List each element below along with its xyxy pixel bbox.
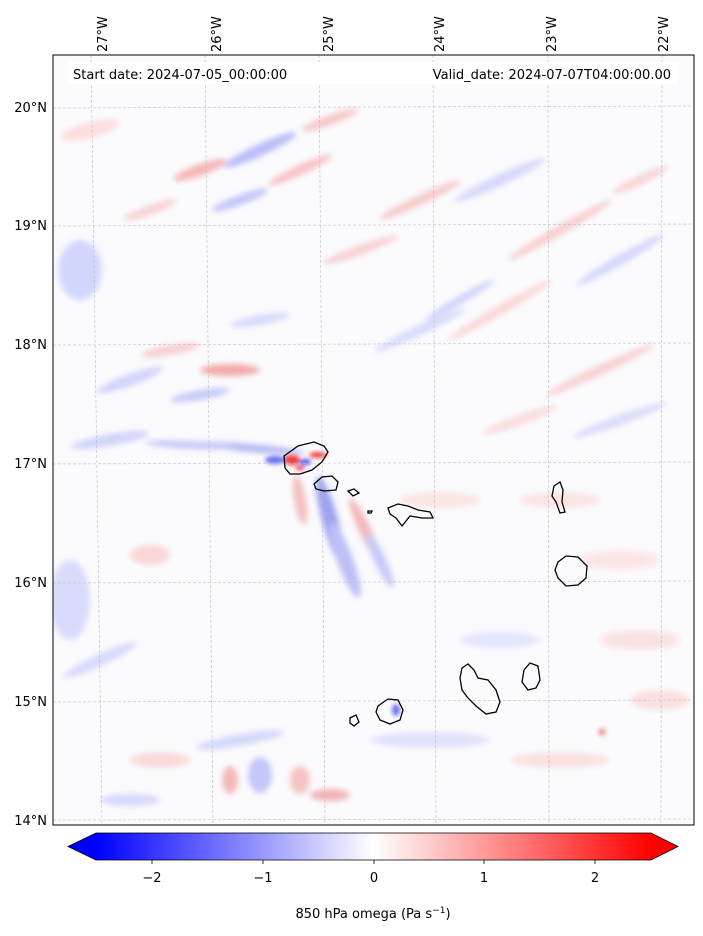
lat-tick-label: 20°N bbox=[14, 101, 47, 116]
lon-tick-label: 27°W bbox=[96, 16, 111, 52]
gridline-25w bbox=[318, 55, 326, 825]
strong-omega-features bbox=[265, 452, 606, 736]
lon-tick-label: 23°W bbox=[545, 16, 560, 52]
lon-tick-label: 26°W bbox=[210, 16, 225, 52]
gridline-16n bbox=[53, 580, 694, 584]
gridline-22w bbox=[660, 55, 663, 825]
colorbar-label: 850 hPa omega (Pa s−1) bbox=[295, 906, 450, 922]
colorbar-tick-label: −1 bbox=[253, 871, 272, 886]
valid-date-label: Valid_date: 2024-07-07T04:00:00.00 bbox=[433, 68, 671, 83]
header-box bbox=[68, 62, 678, 84]
island-sao-vicente bbox=[313, 475, 339, 492]
island-santa-luzia bbox=[346, 488, 361, 497]
coastlines bbox=[283, 441, 588, 727]
lon-tick-label: 22°W bbox=[657, 16, 672, 52]
lat-tick-labels: 20°N 19°N 18°N 17°N 16°N 15°N 14°N bbox=[14, 101, 47, 829]
omega-field bbox=[53, 108, 690, 806]
island-sao-nicolau bbox=[387, 503, 435, 528]
island-santo-antao bbox=[283, 441, 329, 475]
gridlines bbox=[53, 55, 694, 825]
island-raso bbox=[367, 510, 374, 514]
lon-tick-label: 25°W bbox=[322, 16, 337, 52]
lat-tick-label: 14°N bbox=[14, 814, 47, 829]
island-boa-vista bbox=[554, 555, 588, 587]
gridline-23w bbox=[547, 55, 550, 825]
colorbar-tick-label: 0 bbox=[370, 871, 378, 886]
start-date-label: Start date: 2024-07-05_00:00:00 bbox=[73, 68, 287, 83]
colorbar-gradient bbox=[96, 833, 651, 860]
gridline-15n bbox=[53, 699, 694, 703]
colorbar-tick-label: −2 bbox=[142, 871, 161, 886]
colorbar: −2 −1 0 1 2 850 hPa omega (Pa s−1) bbox=[67, 832, 679, 922]
colorbar-outline bbox=[67, 832, 679, 861]
island-maio bbox=[521, 662, 541, 691]
lon-tick-label: 24°W bbox=[433, 16, 448, 52]
colorbar-max-extend bbox=[651, 833, 678, 860]
colorbar-min-extend bbox=[68, 833, 96, 860]
lat-tick-label: 18°N bbox=[14, 338, 47, 353]
map-frame bbox=[52, 54, 695, 826]
gridline-27w bbox=[90, 55, 103, 825]
gridline-17n bbox=[53, 461, 694, 465]
gridline-19n bbox=[53, 223, 694, 227]
lat-tick-label: 17°N bbox=[14, 457, 47, 472]
lat-tick-label: 16°N bbox=[14, 576, 47, 591]
gridline-20n bbox=[53, 105, 694, 109]
lon-tick-labels: 27°W 26°W 25°W 24°W 23°W 22°W bbox=[96, 16, 672, 52]
island-sal bbox=[551, 481, 566, 514]
lat-tick-label: 15°N bbox=[14, 695, 47, 710]
gridline-26w bbox=[204, 55, 214, 825]
lat-tick-label: 19°N bbox=[14, 219, 47, 234]
gridline-14n bbox=[53, 818, 694, 821]
map-background bbox=[53, 55, 694, 825]
gridline-24w bbox=[432, 55, 437, 825]
map-panel bbox=[53, 55, 694, 825]
island-fogo bbox=[375, 698, 404, 725]
gridline-18n bbox=[53, 342, 694, 346]
island-santiago bbox=[459, 663, 501, 715]
colorbar-tick-label: 1 bbox=[480, 871, 488, 886]
colorbar-tick-label: 2 bbox=[591, 871, 599, 886]
island-brava bbox=[349, 714, 360, 727]
